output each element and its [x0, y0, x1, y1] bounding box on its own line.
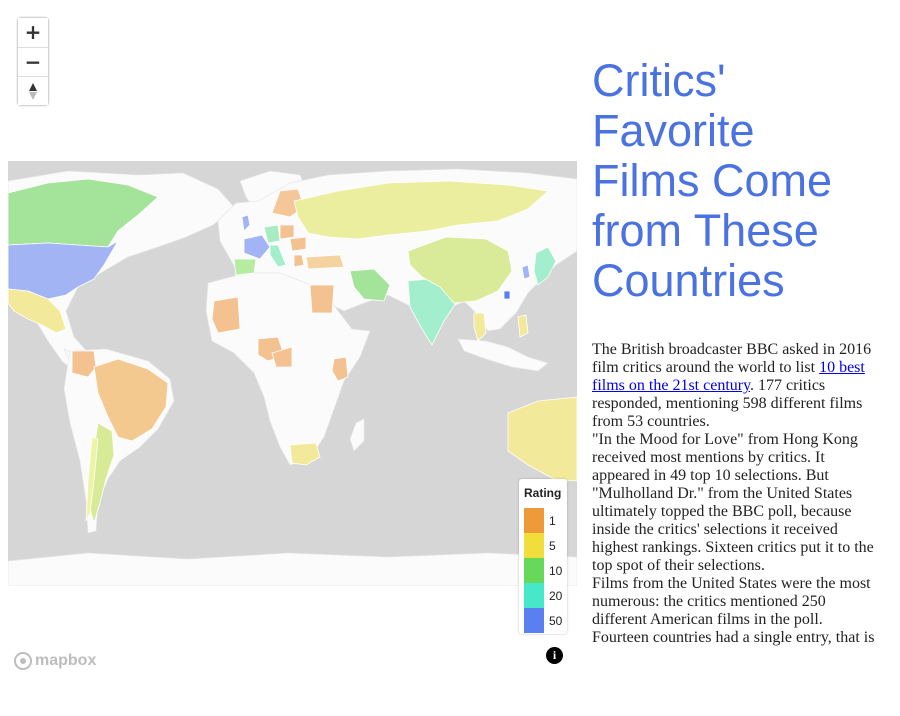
article: Critics' Favorite Films Come from These …	[592, 56, 882, 647]
legend: Rating 1 5 10 20 50	[519, 479, 567, 634]
data-countries[interactable]	[8, 178, 577, 525]
legend-item: 5	[524, 533, 568, 558]
p1-text-before: The British broadcaster BBC asked in 201…	[592, 341, 872, 376]
legend-swatch	[524, 533, 544, 558]
zoom-in-button[interactable]: +	[18, 18, 48, 47]
legend-swatch	[524, 608, 544, 633]
mapbox-logo-text: mapbox	[35, 652, 97, 669]
attribution-info-icon[interactable]: i	[546, 647, 563, 664]
reset-bearing-button[interactable]	[18, 76, 48, 105]
country-iran	[349, 268, 391, 302]
article-paragraph-3: Films from the United States were the mo…	[592, 575, 875, 646]
country-spain	[233, 258, 257, 276]
country-south-africa	[289, 442, 321, 466]
article-title: Critics' Favorite Films Come from These …	[592, 55, 833, 306]
country-senegal-mali	[211, 296, 241, 334]
country-turkey	[305, 254, 345, 270]
antarctica	[8, 552, 577, 586]
country-china	[407, 236, 513, 304]
legend-item: 50	[524, 608, 568, 633]
madagascar	[349, 418, 365, 452]
country-mexico	[8, 288, 67, 334]
mapbox-logo[interactable]: mapbox	[14, 650, 96, 672]
world-map[interactable]	[8, 161, 577, 586]
legend-value: 1	[549, 514, 556, 528]
legend-item: 10	[524, 558, 568, 583]
legend-value: 50	[549, 614, 563, 628]
legend-value: 10	[549, 564, 563, 578]
country-poland	[279, 224, 295, 240]
article-paragraph-1: The British broadcaster BBC asked in 201…	[592, 341, 877, 431]
p1-text-after: . 177 critics responded, mentioning 598 …	[592, 377, 863, 430]
legend-item: 1	[524, 508, 568, 533]
zoom-control: + −	[17, 17, 49, 106]
legend-title: Rating	[524, 486, 562, 500]
legend-swatch	[524, 583, 544, 608]
country-chile	[85, 436, 99, 522]
country-italy	[269, 244, 287, 268]
bbc-poll-link[interactable]: 10 best films on the 21st century	[592, 359, 865, 394]
legend-value: 20	[549, 589, 563, 603]
country-greece	[293, 254, 305, 268]
country-korea	[521, 264, 531, 280]
country-brazil	[93, 358, 169, 442]
country-thailand	[473, 312, 487, 342]
country-uk	[241, 214, 251, 232]
country-taiwan-hk	[503, 290, 511, 300]
mapbox-logo-icon	[14, 652, 32, 670]
country-egypt	[309, 284, 335, 314]
country-kenya	[331, 356, 349, 382]
article-paragraph-2: "In the Mood for Love" from Hong Kong re…	[592, 431, 874, 574]
country-russia	[293, 180, 549, 240]
country-colombia	[71, 350, 97, 378]
legend-swatch	[524, 558, 544, 583]
country-japan	[533, 246, 557, 286]
country-philippines	[517, 314, 529, 338]
indonesia	[457, 338, 549, 372]
legend-value: 5	[549, 539, 556, 553]
legend-swatch	[524, 508, 544, 533]
legend-item: 20	[524, 583, 568, 608]
country-germany	[263, 224, 281, 244]
country-chad	[271, 346, 293, 368]
zoom-out-button[interactable]: −	[18, 47, 48, 76]
map-panel[interactable]: + − Rating 1 5 10 20 50 mapbox i	[0, 0, 585, 716]
country-france	[243, 234, 271, 260]
country-romania	[289, 236, 307, 252]
